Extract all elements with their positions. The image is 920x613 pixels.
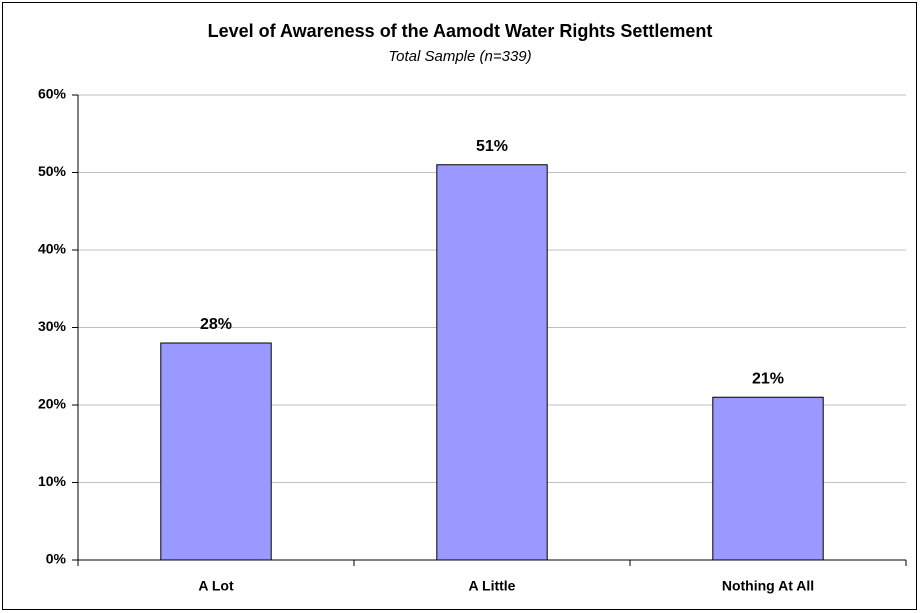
chart-subtitle: Total Sample (n=339): [388, 48, 531, 65]
bar: [436, 164, 548, 561]
y-tick-label: 50%: [38, 163, 67, 179]
y-tick-label: 10%: [38, 473, 67, 489]
y-tick-label: 0%: [46, 551, 67, 567]
x-tick-label: A Little: [469, 578, 516, 594]
data-label: 21%: [752, 370, 784, 387]
y-tick-label: 30%: [38, 318, 67, 334]
x-tick-label: A Lot: [198, 578, 234, 594]
bar: [160, 342, 272, 561]
x-tick-label: Nothing At All: [722, 578, 814, 594]
y-tick-label: 20%: [38, 396, 67, 412]
y-tick-label: 60%: [38, 86, 67, 102]
data-label: 51%: [476, 138, 508, 155]
bar: [712, 396, 824, 561]
chart-title: Level of Awareness of the Aamodt Water R…: [208, 21, 713, 41]
data-label: 28%: [200, 316, 232, 333]
y-tick-label: 40%: [38, 241, 67, 257]
